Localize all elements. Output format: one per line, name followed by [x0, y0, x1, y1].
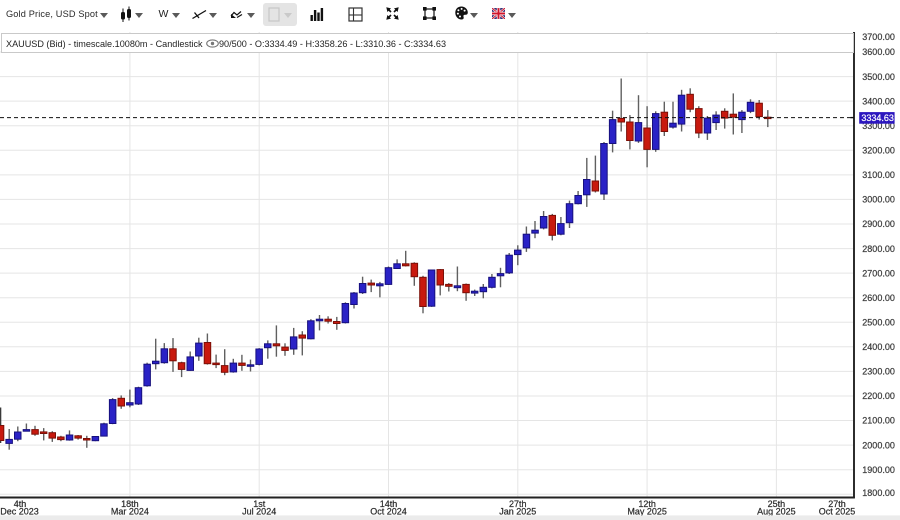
svg-text:3200.00: 3200.00 [862, 146, 895, 156]
svg-text:Jul 2024: Jul 2024 [242, 506, 276, 516]
svg-text:Oct 2024: Oct 2024 [370, 506, 407, 516]
svg-text:3400.00: 3400.00 [862, 96, 895, 106]
svg-text:2700.00: 2700.00 [862, 268, 895, 278]
svg-text:18th: 18th [121, 499, 139, 509]
svg-text:2500.00: 2500.00 [862, 318, 895, 328]
svg-text:3100.00: 3100.00 [862, 170, 895, 180]
svg-text:2100.00: 2100.00 [862, 416, 895, 426]
svg-text:3700.00: 3700.00 [862, 32, 895, 42]
svg-text:4th: 4th [14, 499, 27, 509]
svg-text:2300.00: 2300.00 [862, 367, 895, 377]
svg-text:25th: 25th [768, 499, 786, 509]
svg-text:3334.63: 3334.63 [861, 113, 894, 123]
svg-text:3600.00: 3600.00 [862, 47, 895, 57]
svg-text:2900.00: 2900.00 [862, 219, 895, 229]
svg-text:1st: 1st [253, 499, 266, 509]
svg-text:1900.00: 1900.00 [862, 465, 895, 475]
svg-text:2600.00: 2600.00 [862, 293, 895, 303]
svg-text:2400.00: 2400.00 [862, 342, 895, 352]
svg-text:27th: 27th [828, 499, 846, 509]
svg-text:3500.00: 3500.00 [862, 72, 895, 82]
svg-text:3000.00: 3000.00 [862, 195, 895, 205]
svg-text:3300.00: 3300.00 [862, 121, 895, 131]
svg-text:Mar 2024: Mar 2024 [111, 506, 149, 516]
svg-text:2200.00: 2200.00 [862, 391, 895, 401]
svg-text:14th: 14th [380, 499, 398, 509]
svg-text:2800.00: 2800.00 [862, 244, 895, 254]
svg-text:May 2025: May 2025 [627, 506, 667, 516]
svg-text:Oct 2025: Oct 2025 [819, 506, 856, 516]
svg-text:Dec 2023: Dec 2023 [0, 506, 39, 516]
svg-text:27th: 27th [509, 499, 527, 509]
svg-text:Aug 2025: Aug 2025 [757, 506, 796, 516]
svg-text:1800.00: 1800.00 [862, 488, 895, 498]
svg-text:Jan 2025: Jan 2025 [499, 506, 536, 516]
svg-text:12th: 12th [638, 499, 656, 509]
svg-text:2000.00: 2000.00 [862, 440, 895, 450]
